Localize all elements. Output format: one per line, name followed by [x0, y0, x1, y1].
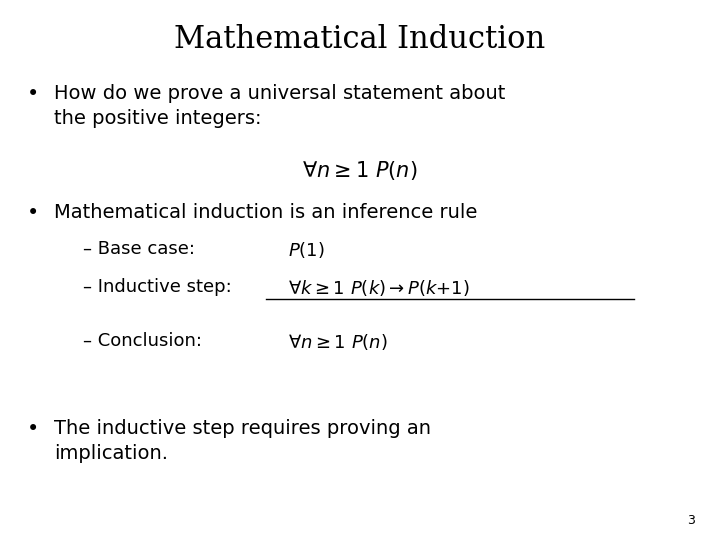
- Text: $P(1)$: $P(1)$: [288, 240, 325, 260]
- Text: •: •: [27, 84, 40, 104]
- Text: Mathematical induction is an inference rule: Mathematical induction is an inference r…: [54, 202, 477, 221]
- Text: – Inductive step:: – Inductive step:: [83, 278, 232, 296]
- Text: $\forall k{\geq}1\ P(k) \rightarrow P(k{+}1)$: $\forall k{\geq}1\ P(k) \rightarrow P(k{…: [288, 278, 470, 298]
- Text: – Base case:: – Base case:: [83, 240, 195, 258]
- Text: $\forall n{\geq}1\ P(n)$: $\forall n{\geq}1\ P(n)$: [288, 332, 388, 352]
- Text: •: •: [27, 202, 40, 222]
- Text: The inductive step requires proving an
implication.: The inductive step requires proving an i…: [54, 418, 431, 463]
- Text: 3: 3: [687, 514, 695, 526]
- Text: – Conclusion:: – Conclusion:: [83, 332, 202, 350]
- Text: $\forall n{\geq}1\ P(n)$: $\forall n{\geq}1\ P(n)$: [302, 159, 418, 183]
- Text: •: •: [27, 418, 40, 438]
- Text: Mathematical Induction: Mathematical Induction: [174, 24, 546, 55]
- Text: How do we prove a universal statement about
the positive integers:: How do we prove a universal statement ab…: [54, 84, 505, 129]
